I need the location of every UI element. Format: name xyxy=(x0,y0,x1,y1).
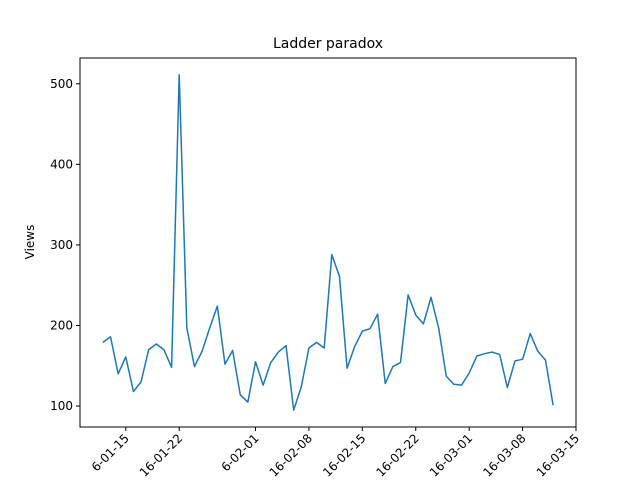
y-tick-label: 200 xyxy=(50,318,73,332)
y-axis-label: Views xyxy=(23,225,37,260)
y-tick-label: 400 xyxy=(50,157,73,171)
axes-frame xyxy=(79,57,577,428)
y-tick-label: 300 xyxy=(50,238,73,252)
data-line xyxy=(102,74,554,411)
y-tick-label: 500 xyxy=(50,77,73,91)
y-tick-label: 100 xyxy=(50,399,73,413)
chart-title: Ladder paradox xyxy=(273,36,383,52)
